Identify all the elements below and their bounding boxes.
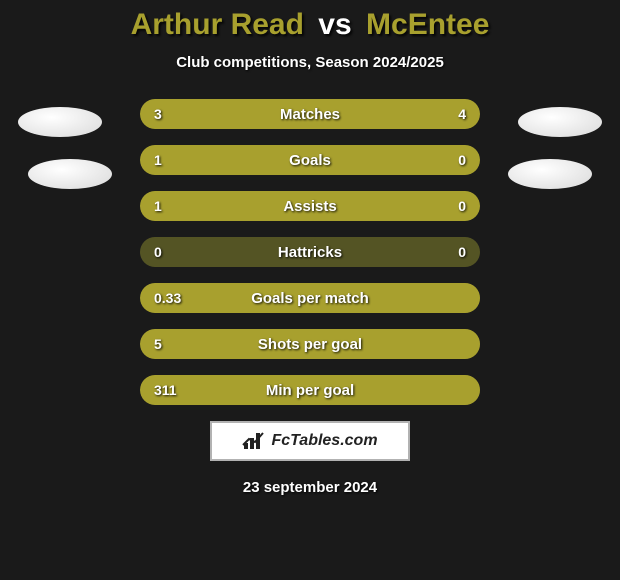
player1-badge-icon (18, 107, 102, 137)
stat-left-fill (140, 191, 402, 221)
stat-left-value: 3 (154, 99, 162, 129)
stat-right-value: 0 (458, 145, 466, 175)
stat-row: 0 0Hattricks (140, 237, 480, 267)
stat-left-value: 0.33 (154, 283, 181, 313)
date-label: 23 september 2024 (0, 479, 620, 496)
player2-badge-icon (508, 159, 592, 189)
stat-rows: 34Matches10Goals10Assists00Hattricks0.33… (140, 99, 480, 405)
vs-label: vs (318, 8, 351, 41)
comparison-card: Arthur Read vs McEntee Club competitions… (0, 0, 620, 580)
stat-left-value: 0 (154, 237, 162, 267)
stat-right-value: 0 (458, 237, 466, 267)
stat-left-fill (140, 375, 480, 405)
stat-row: 0.33Goals per match (140, 283, 480, 313)
brand-text: FcTables.com (271, 432, 377, 450)
stat-label: Hattricks (140, 237, 480, 267)
stat-right-value: 4 (458, 99, 466, 129)
player1-name: Arthur Read (131, 8, 304, 41)
stat-row: 311Min per goal (140, 375, 480, 405)
stat-left-fill (140, 145, 402, 175)
page-title: Arthur Read vs McEntee (0, 8, 620, 42)
stat-row: 10Assists (140, 191, 480, 221)
chart-area: 34Matches10Goals10Assists00Hattricks0.33… (0, 99, 620, 405)
stat-row: 5Shots per goal (140, 329, 480, 359)
stat-left-value: 1 (154, 145, 162, 175)
subtitle: Club competitions, Season 2024/2025 (0, 54, 620, 71)
stat-left-value: 311 (154, 375, 177, 405)
stat-left-value: 5 (154, 329, 162, 359)
brand-badge: FcTables.com (210, 421, 410, 461)
stat-row: 34Matches (140, 99, 480, 129)
stat-right-fill (402, 191, 480, 221)
player1-badge-icon (28, 159, 112, 189)
player2-badge-icon (518, 107, 602, 137)
stat-right-value: 0 (458, 191, 466, 221)
stat-left-value: 1 (154, 191, 162, 221)
stat-right-fill (276, 99, 480, 129)
stat-left-fill (140, 283, 480, 313)
chart-icon (242, 431, 266, 451)
player2-name: McEntee (366, 8, 489, 41)
stat-left-fill (140, 329, 480, 359)
stat-row: 10Goals (140, 145, 480, 175)
stat-right-fill (402, 145, 480, 175)
